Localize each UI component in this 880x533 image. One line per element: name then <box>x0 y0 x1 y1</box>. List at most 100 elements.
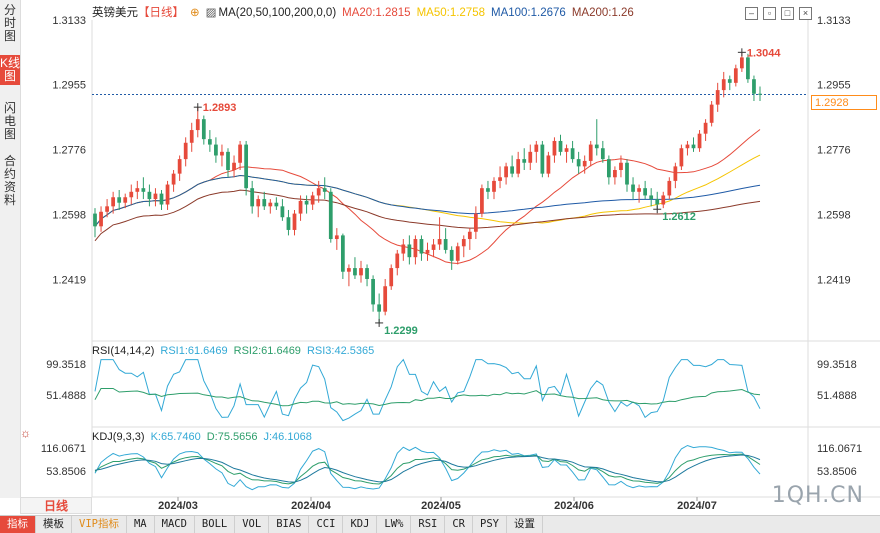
candle-body <box>365 268 369 279</box>
bottom-tab-2[interactable]: VIP指标 <box>72 516 127 533</box>
maximize-icon[interactable]: □ <box>781 7 794 20</box>
rsi-tick-right: 51.4888 <box>817 390 857 402</box>
bottom-tab-11[interactable]: RSI <box>411 516 446 533</box>
candle-body <box>340 235 345 272</box>
bottom-tab-5[interactable]: BOLL <box>195 516 236 533</box>
candle-body <box>606 159 611 178</box>
annotation-recent_low: 1.2612 <box>662 211 696 223</box>
kdj-legend: KDJ(9,3,3) K:65.7460 D:75.5656 J:46.1068 <box>92 431 318 443</box>
candle-body <box>558 140 563 152</box>
candle-body <box>697 133 702 149</box>
watermark: 1QH.CN <box>771 483 864 508</box>
candle-body <box>709 104 714 123</box>
ma200-line <box>94 189 761 242</box>
kdj-d-line <box>94 454 761 483</box>
bottom-tab-8[interactable]: CCI <box>309 516 344 533</box>
rsi2-value: RSI2:61.6469 <box>233 345 301 357</box>
bottom-tab-14[interactable]: 设置 <box>507 516 543 533</box>
ma-label: MA(20,50,100,200,0,0) <box>218 7 337 19</box>
candle-body <box>679 148 684 167</box>
sidebar-tab-2[interactable]: 闪电图 <box>3 101 16 141</box>
candle-body <box>739 57 744 69</box>
candle-body <box>643 188 648 196</box>
price-tick-right: 1.2598 <box>817 209 851 221</box>
candle-body <box>371 278 375 305</box>
bottom-tab-12[interactable]: CR <box>445 516 474 533</box>
candle-body <box>721 79 726 91</box>
candle-body <box>111 197 116 207</box>
price-tick-left: 1.2776 <box>52 145 86 157</box>
candle-body <box>105 206 109 212</box>
candle-body <box>715 90 720 105</box>
sidebar-tab-3[interactable]: 合约资料 <box>3 154 16 207</box>
candle-body <box>214 144 218 156</box>
k-value: K:65.7460 <box>150 431 201 443</box>
candle-body <box>395 253 400 269</box>
candle-body <box>177 159 182 174</box>
candle-body <box>673 166 678 181</box>
candle-body <box>613 170 617 178</box>
bottom-tab-10[interactable]: LW% <box>377 516 412 533</box>
candle-body <box>407 244 412 258</box>
candle-body <box>588 144 593 161</box>
candle-body <box>437 239 442 245</box>
bottom-tab-4[interactable]: MACD <box>155 516 195 533</box>
candle-body <box>280 206 285 218</box>
bottom-tab-1[interactable]: 模板 <box>36 516 72 533</box>
add-indicator-icon[interactable]: ⊕ <box>190 7 200 19</box>
sidebar-tab-1[interactable]: K线图 <box>0 55 21 85</box>
candle-body <box>534 144 539 152</box>
candle-body <box>129 191 134 198</box>
ma100-line <box>94 174 761 227</box>
left-tab-bar <box>0 0 21 498</box>
candle-body <box>250 188 255 207</box>
candle-body <box>546 155 551 174</box>
candle-body <box>413 239 418 258</box>
candle-body <box>316 188 321 196</box>
bottom-tab-7[interactable]: BIAS <box>269 516 310 533</box>
rsi-label: RSI(14,14,2) <box>92 345 155 357</box>
bottom-tab-6[interactable]: VOL <box>235 516 270 533</box>
restore-icon[interactable]: ▫ <box>763 7 776 20</box>
ma100-value: MA100:1.2676 <box>491 7 566 19</box>
period-button[interactable]: 日线 <box>20 497 92 514</box>
rsi1-value: RSI1:61.6469 <box>160 345 228 357</box>
bottom-tab-0[interactable]: 指标 <box>0 516 36 533</box>
candle-body <box>201 119 206 140</box>
minimize-icon[interactable]: – <box>745 7 758 20</box>
ma-settings-icon[interactable]: ▨ <box>205 7 217 19</box>
candle-body <box>461 239 466 247</box>
candle-body <box>727 79 732 83</box>
bottom-toolbar: 指标 模板 VIP指标 MA MACD BOLL VOL BIAS CCI KDJ LW% RSI CR… <box>0 515 880 533</box>
candle-body <box>147 191 152 200</box>
price-tick-right: 1.3133 <box>817 15 851 27</box>
candle-body <box>419 239 424 254</box>
bottom-tab-9[interactable]: KDJ <box>343 516 378 533</box>
crosshair-icon[interactable]: ☼ <box>20 426 31 440</box>
kdj-label: KDJ(9,3,3) <box>92 431 145 443</box>
candle-body <box>619 162 623 171</box>
bottom-tab-13[interactable]: PSY <box>473 516 507 533</box>
candle-body <box>286 217 291 230</box>
bottom-tab-3[interactable]: MA <box>127 516 155 533</box>
candle-body <box>631 184 635 192</box>
candle-body <box>135 188 140 192</box>
candle-body <box>473 213 478 232</box>
kdj-j-line <box>94 444 761 491</box>
candle-body <box>522 159 527 163</box>
ma50-value: MA50:1.2758 <box>416 7 485 19</box>
rsi3-value: RSI3:42.5365 <box>306 345 375 357</box>
sidebar-tab-0[interactable]: 分时图 <box>3 3 16 43</box>
candle-body <box>649 195 654 200</box>
candle-body <box>238 144 242 163</box>
main-chart-legend: 英镑美元【日线】 ⊕ ▨ MA(20,50,100,200,0,0) MA20:1.28… <box>92 4 640 20</box>
candle-body <box>153 193 158 200</box>
close-icon[interactable]: × <box>799 7 812 20</box>
kdj-tick-right: 116.0671 <box>817 443 862 455</box>
candle-body <box>377 304 382 312</box>
kline-chart[interactable]: 1.3133 1.3133 1.2955 1.2955 1.2776 1.2776 1.25… <box>0 0 880 515</box>
candle-body <box>359 268 363 276</box>
kdj-k-line <box>94 453 761 485</box>
rsi-tick-right: 99.3518 <box>817 359 857 371</box>
candle-body <box>298 200 303 214</box>
